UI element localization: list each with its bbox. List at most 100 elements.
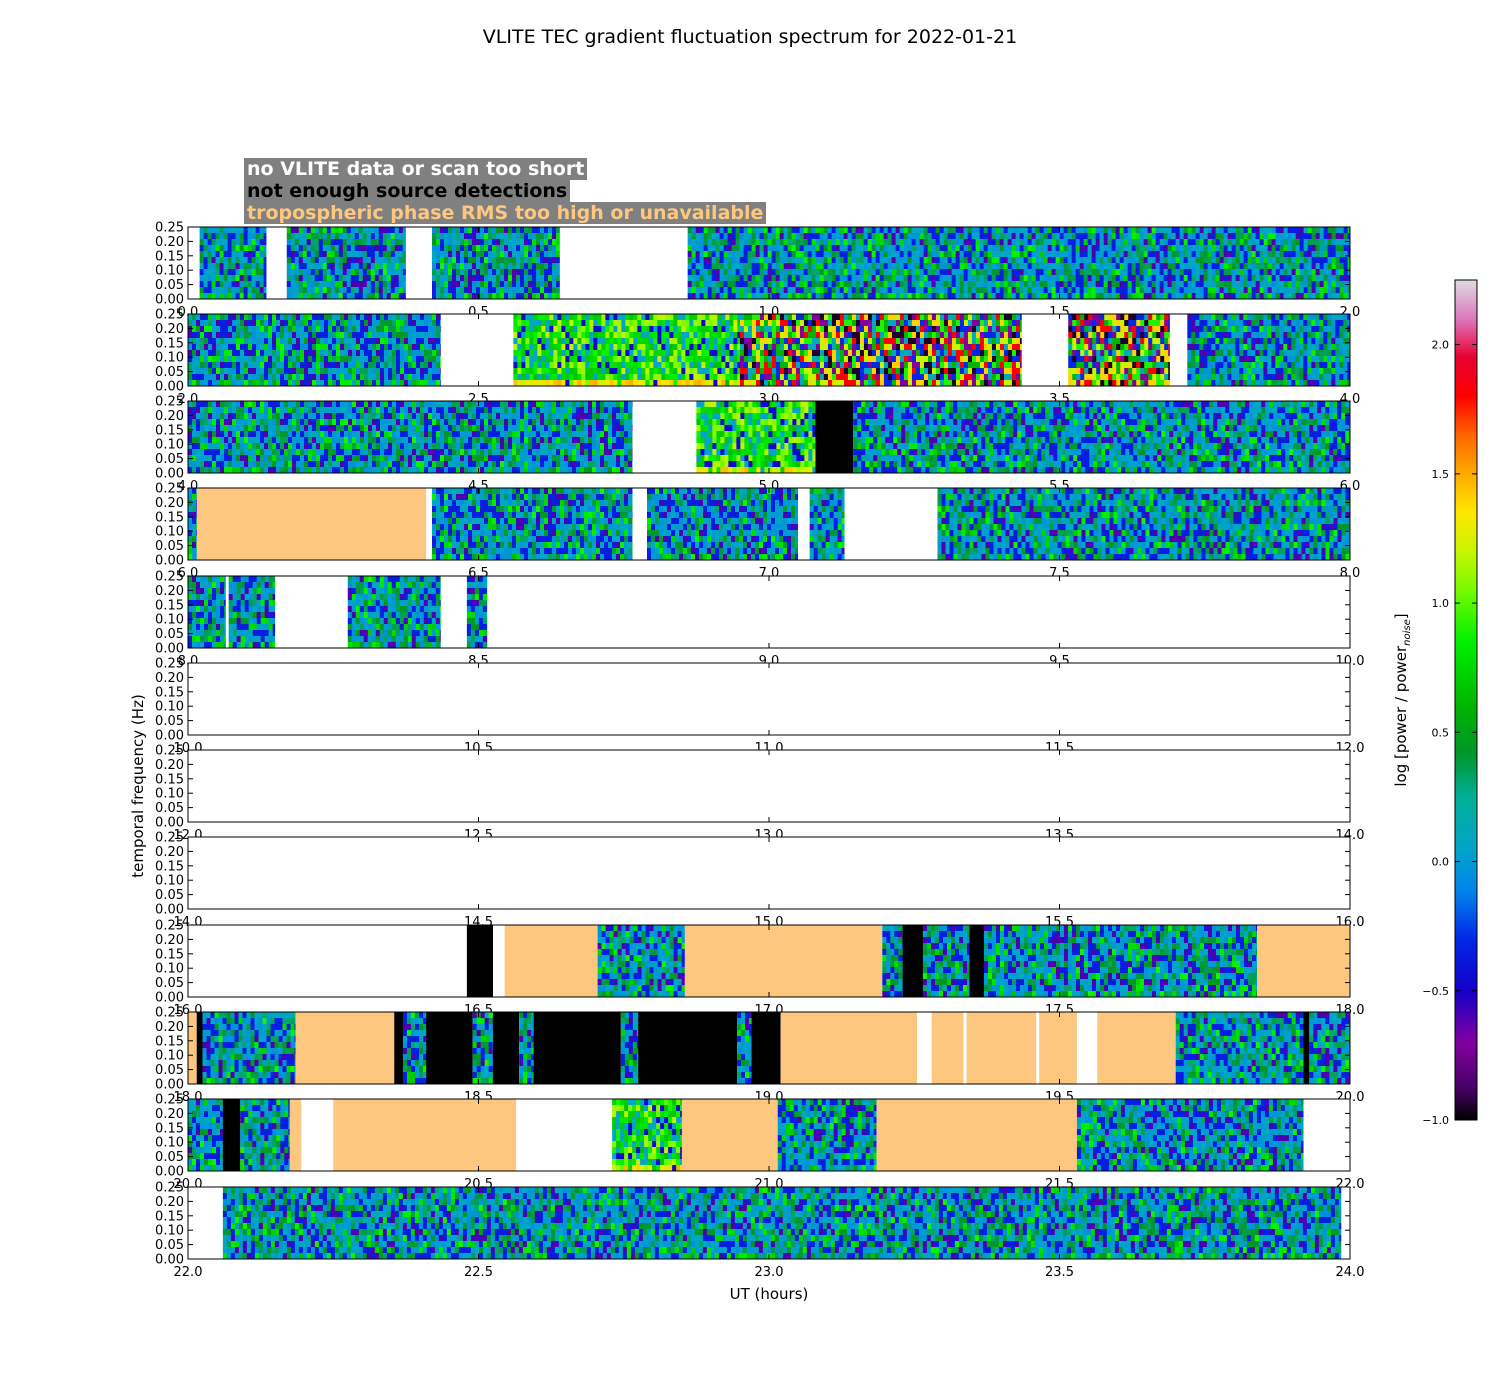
- flag-segment-none: [188, 663, 1350, 735]
- spectrum-segment: [199, 227, 267, 300]
- y-tick-label: 0.15: [155, 423, 184, 438]
- colorbar: −1.0 −0.5 0.0 0.5 1.0 1.5 2.0: [1422, 279, 1478, 1127]
- y-tick-label: 0.20: [155, 758, 184, 773]
- flag-segment-none: [844, 488, 938, 560]
- spectrum-segment: [188, 401, 633, 474]
- flag-segment-none: [301, 1099, 334, 1171]
- y-tick-label: 0.20: [155, 1195, 184, 1210]
- flag-segment-detect: [969, 925, 984, 997]
- spectrum-segment: [1175, 1012, 1304, 1085]
- y-tick-label: 0.00: [155, 380, 184, 395]
- spectrum-segment: [466, 576, 488, 649]
- flag-segment-tropo: [196, 488, 427, 560]
- flag-segment-none: [1169, 314, 1188, 386]
- spectrum-segment: [519, 1012, 534, 1085]
- flag-segment-none: [275, 576, 348, 648]
- flag-segment-tropo: [1039, 1012, 1077, 1084]
- y-tick-label: 0.00: [155, 642, 184, 657]
- panel-4: 0.000.050.100.150.200.258.0 8.5 9.0 9.5 10.0: [155, 570, 1364, 670]
- flag-segment-none: [188, 837, 1350, 909]
- y-tick-label: 0.15: [155, 510, 184, 525]
- spectrum-segment: [222, 1187, 1342, 1260]
- colorbar-tick-label: 0.0: [1432, 856, 1450, 869]
- y-tick-label: 0.10: [155, 700, 184, 715]
- spectrum-segment: [809, 488, 845, 561]
- spectrum-segment: [1187, 314, 1351, 387]
- y-tick-label: 0.20: [155, 584, 184, 599]
- y-tick-label: 0.25: [155, 395, 184, 410]
- flag-segment-tropo: [188, 1012, 197, 1084]
- y-tick-label: 0.25: [155, 221, 184, 236]
- colorbar-label-sub: noise: [1402, 619, 1413, 646]
- flag-segment-none: [917, 1012, 932, 1084]
- spectrum-segment: [620, 1012, 639, 1085]
- flag-segment-none: [632, 401, 697, 473]
- y-tick-label: 0.00: [155, 467, 184, 482]
- flag-segment-tropo: [295, 1012, 395, 1084]
- y-tick-label: 0.15: [155, 859, 184, 874]
- flag-segment-detect: [394, 1012, 403, 1084]
- y-tick-label: 0.15: [155, 336, 184, 351]
- flag-segment-detect: [493, 1012, 520, 1084]
- colorbar-label: log [power / powernoise]: [1392, 613, 1413, 786]
- y-tick-label: 0.15: [155, 947, 184, 962]
- y-tick-label: 0.00: [155, 1253, 184, 1268]
- spectrum-segment: [286, 227, 407, 300]
- spectrum-segment: [739, 314, 1023, 387]
- y-tick-label: 0.20: [155, 933, 184, 948]
- spectrum-segment: [188, 488, 198, 561]
- x-tick-label: 22.0: [174, 1265, 203, 1280]
- panel-2: 0.000.050.100.150.200.254.0 4.5 5.0 5.5 6.0: [155, 395, 1360, 495]
- spectrum-segment: [737, 1012, 752, 1085]
- y-tick-label: 0.10: [155, 1136, 184, 1151]
- y-tick-label: 0.05: [155, 365, 184, 380]
- y-tick-label: 0.05: [155, 627, 184, 642]
- y-tick-label: 0.20: [155, 845, 184, 860]
- y-tick-label: 0.25: [155, 1181, 184, 1196]
- spectrum-segment: [937, 488, 1351, 561]
- spectrum-segment: [347, 576, 442, 649]
- flag-segment-none: [1021, 314, 1069, 386]
- spectrum-segment: [188, 1099, 224, 1172]
- spectrum-segment: [853, 401, 1351, 474]
- flag-segment-detect: [222, 1099, 241, 1171]
- spectrum-segment: [696, 401, 816, 474]
- y-tick-label: 0.15: [155, 685, 184, 700]
- flag-segment-none: [1036, 1012, 1040, 1084]
- y-tick-label: 0.05: [155, 714, 184, 729]
- flag-segment-none: [426, 488, 433, 560]
- colorbar-frame: [1454, 279, 1478, 1121]
- flag-segment-tropo: [504, 925, 598, 997]
- y-tick-label: 0.20: [155, 409, 184, 424]
- x-tick-label: 22.5: [464, 1265, 493, 1280]
- spectrum-segment: [646, 488, 799, 561]
- x-axis-label: UT (hours): [730, 1285, 809, 1303]
- flag-segment-detect: [466, 925, 494, 997]
- flag-segment-none: [1076, 1012, 1098, 1084]
- y-tick-label: 0.20: [155, 1107, 184, 1122]
- flag-segment-tropo: [333, 1099, 517, 1171]
- flag-segment-tropo: [966, 1012, 1037, 1084]
- y-tick-label: 0.05: [155, 1150, 184, 1165]
- spectrum-segment: [513, 314, 741, 387]
- panel-1: 0.000.050.100.150.200.252.0 2.5 3.0 3.5 4.0: [155, 308, 1360, 408]
- flag-segment-none: [798, 488, 810, 560]
- y-tick-label: 0.25: [155, 308, 184, 323]
- spectrum-segment: [228, 576, 276, 649]
- flag-segment-detect: [638, 1012, 738, 1084]
- colorbar-tick-label: −0.5: [1422, 985, 1449, 998]
- legend-entry-no-data: no VLITE data or scan too short: [244, 158, 588, 180]
- chart-title: VLITE TEC gradient fluctuation spectrum …: [483, 26, 1017, 48]
- y-tick-label: 0.00: [155, 729, 184, 744]
- flag-segment-tropo: [684, 925, 883, 997]
- flag-segment-detect: [751, 1012, 781, 1084]
- spectrum-segment: [922, 925, 970, 998]
- x-tick-label: 23.5: [1045, 1265, 1074, 1280]
- flag-segment-tropo: [931, 1012, 964, 1084]
- flag-segment-none: [559, 227, 688, 299]
- y-tick-label: 0.00: [155, 554, 184, 569]
- legend-entry-tropo-rms: tropospheric phase RMS too high or unava…: [244, 202, 767, 224]
